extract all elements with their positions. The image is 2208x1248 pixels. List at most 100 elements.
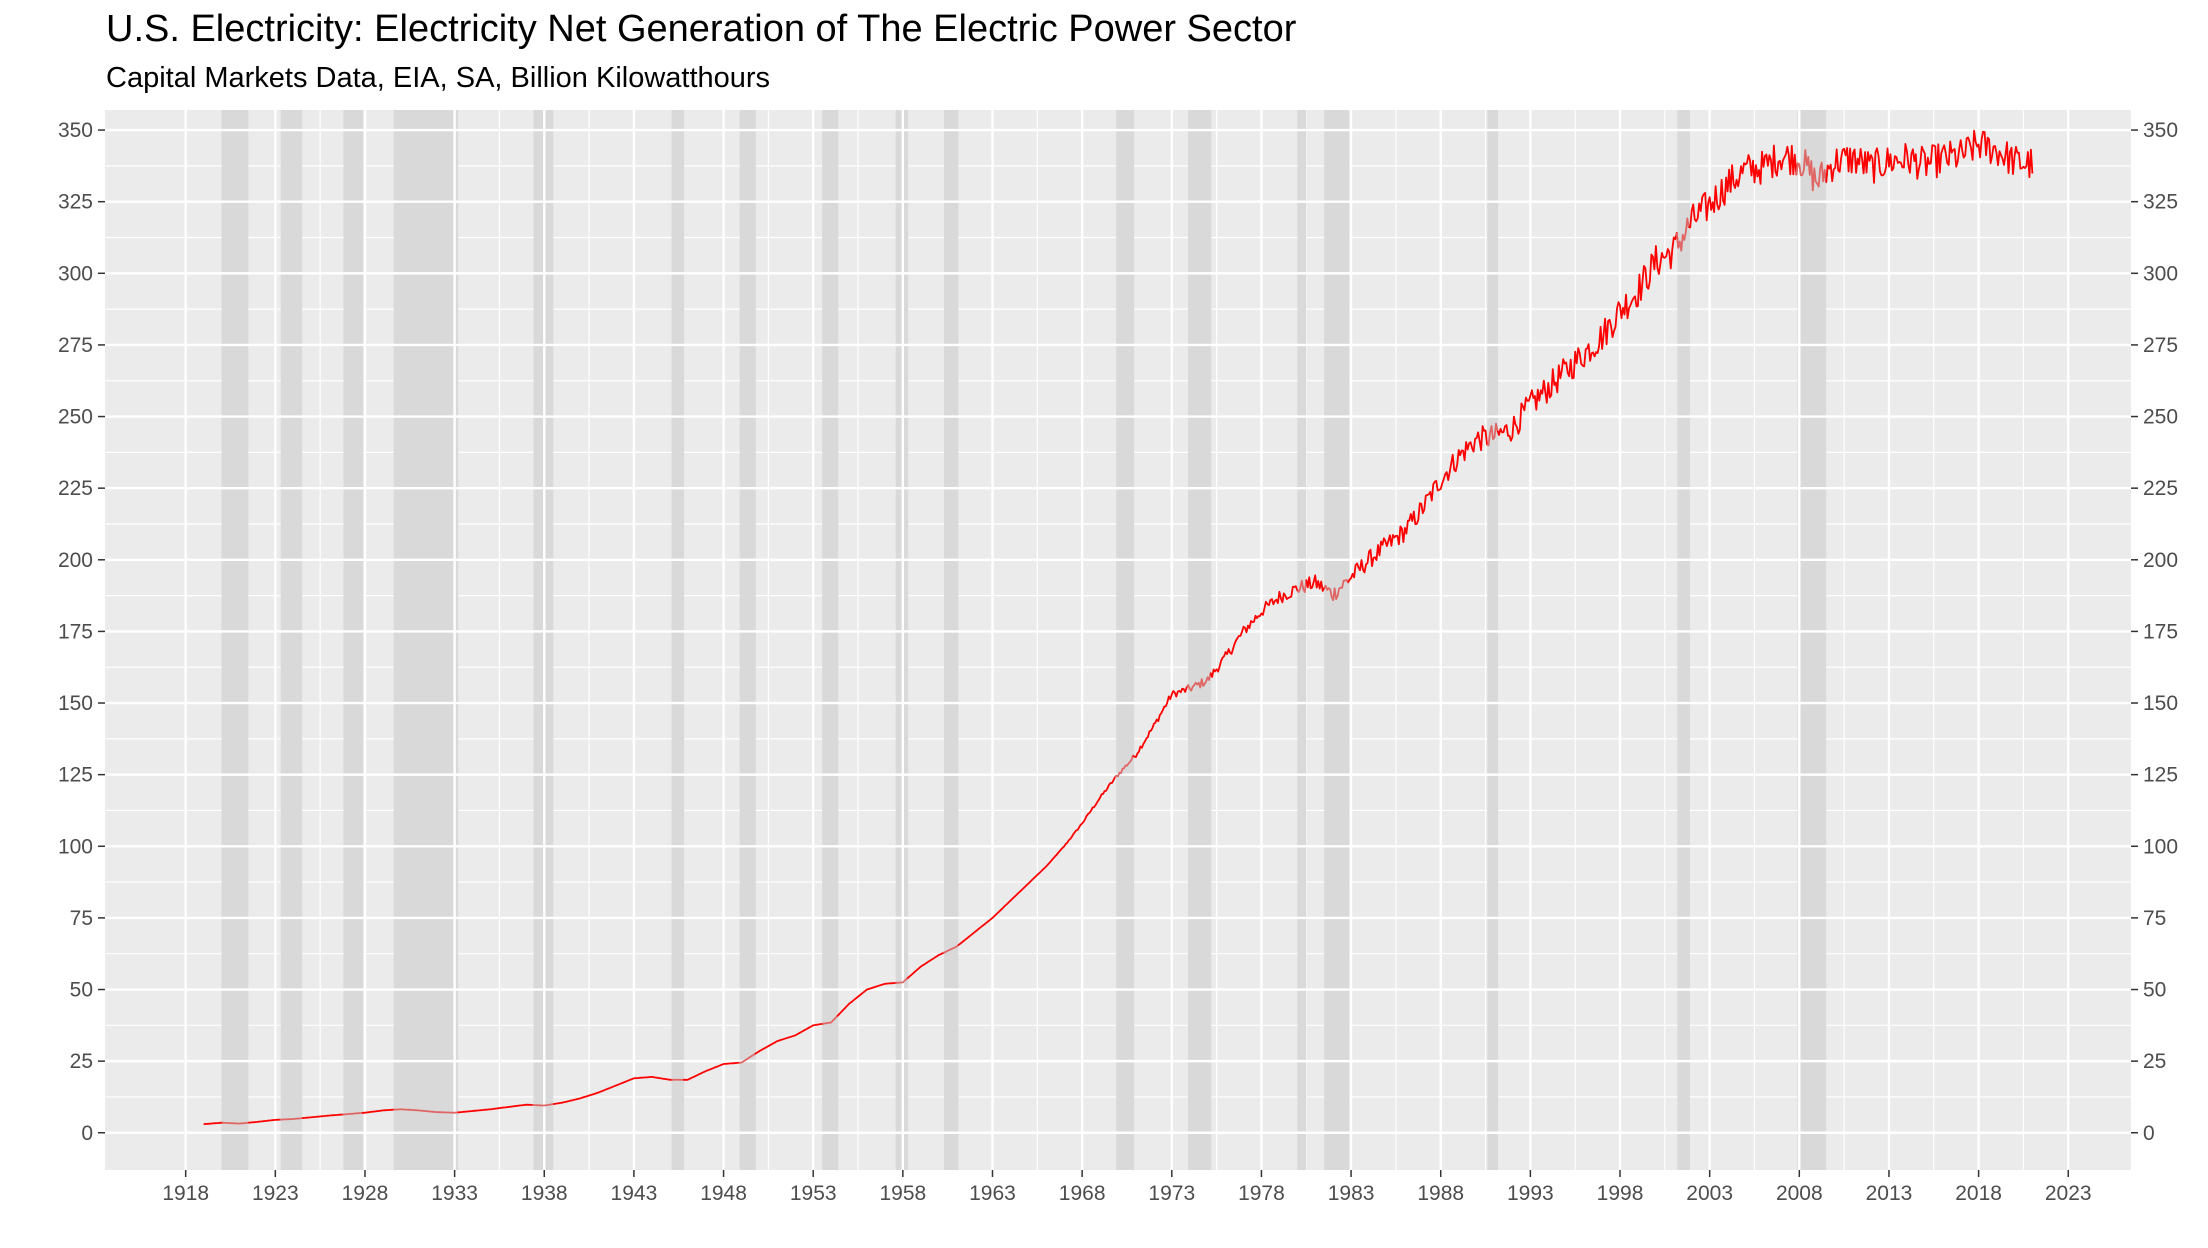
series-line [957, 775, 1118, 947]
recession-band [822, 110, 839, 1170]
series-line [1323, 579, 1351, 602]
series-line [1675, 217, 1691, 252]
x-tick-label: 1948 [700, 1182, 747, 1205]
series-line [1132, 684, 1189, 758]
y-tick-label-right: 350 [2143, 119, 2178, 142]
y-tick-label-left: 0 [81, 1122, 93, 1145]
y-tick-label-right: 250 [2143, 406, 2178, 429]
series-line [1825, 129, 2034, 184]
y-tick-label-right: 325 [2143, 191, 2178, 214]
x-tick-label: 2003 [1686, 1182, 1733, 1205]
x-tick-label: 1958 [879, 1182, 926, 1205]
recession-band [343, 110, 364, 1170]
series-line [1795, 149, 1829, 192]
x-tick-label: 1953 [790, 1182, 837, 1205]
chart-subtitle: Capital Markets Data, EIA, SA, Billion K… [106, 62, 771, 94]
series-line [221, 1121, 250, 1125]
x-tick-label: 1998 [1597, 1182, 1644, 1205]
series-line [906, 951, 946, 980]
x-tick-label: 1983 [1328, 1182, 1375, 1205]
series-line [553, 1076, 673, 1105]
x-tick-label: 2018 [1955, 1182, 2002, 1205]
series-line [1305, 574, 1327, 592]
series-line [532, 1103, 555, 1107]
series-line [942, 943, 961, 954]
y-tick-label-right: 125 [2143, 764, 2178, 787]
x-tick-label: 1963 [969, 1182, 1016, 1205]
y-tick-label-left: 50 [70, 979, 93, 1002]
series-line [1688, 144, 1799, 229]
y-tick-label-left: 325 [58, 191, 93, 214]
y-tick-label-left: 150 [58, 692, 93, 715]
axes: 0 0 25 25 50 50 75 75 100 100 125 125 150 150 175 175 20… [58, 119, 2178, 1205]
series-line [1185, 672, 1213, 692]
series-line [248, 1118, 282, 1124]
y-tick-label-left: 75 [70, 907, 93, 930]
y-tick-label-right: 50 [2143, 979, 2166, 1002]
series-line [457, 1103, 534, 1114]
recession-band [1677, 110, 1690, 1170]
y-tick-label-right: 300 [2143, 262, 2178, 285]
recession-band [221, 110, 249, 1170]
series-line [895, 976, 910, 984]
x-tick-label: 2023 [2045, 1182, 2092, 1205]
series-line [1209, 585, 1300, 678]
x-tick-label: 1978 [1238, 1182, 1285, 1205]
series-line [1486, 422, 1500, 447]
recession-band [1797, 110, 1827, 1170]
y-tick-label-left: 300 [58, 262, 93, 285]
chart-title: U.S. Electricity: Electricity Net Genera… [106, 8, 1297, 50]
x-tick-label: 2008 [1776, 1182, 1823, 1205]
recession-band [671, 110, 685, 1170]
y-tick-label-left: 125 [58, 764, 93, 787]
y-tick-label-left: 200 [58, 549, 93, 572]
x-tick-label: 1928 [342, 1182, 389, 1205]
x-tick-label: 1973 [1148, 1182, 1195, 1205]
series-line [361, 1108, 395, 1114]
series-line [393, 1108, 460, 1114]
x-tick-label: 1923 [252, 1182, 299, 1205]
series-line [1347, 425, 1489, 583]
x-tick-label: 1933 [431, 1182, 478, 1205]
y-tick-label-left: 250 [58, 406, 93, 429]
y-tick-label-right: 0 [2143, 1122, 2155, 1145]
y-tick-label-left: 225 [58, 477, 93, 500]
recession-band [739, 110, 756, 1170]
recession-band [1487, 110, 1499, 1170]
x-tick-label: 1943 [611, 1182, 658, 1205]
y-tick-label-left: 350 [58, 119, 93, 142]
series-line [279, 1117, 304, 1121]
y-tick-label-right: 25 [2143, 1050, 2166, 1073]
y-tick-label-right: 75 [2143, 907, 2166, 930]
x-tick-label: 1938 [521, 1182, 568, 1205]
major-gridlines [105, 110, 2131, 1170]
recession-band [1297, 110, 1307, 1170]
x-tick-label: 2013 [1866, 1182, 1913, 1205]
series-line [302, 1113, 345, 1119]
y-tick-label-right: 150 [2143, 692, 2178, 715]
series-line [822, 1014, 840, 1025]
x-tick-label: 1988 [1417, 1182, 1464, 1205]
y-tick-label-right: 275 [2143, 334, 2178, 357]
recession-band [1187, 110, 1212, 1170]
y-tick-label-left: 175 [58, 620, 93, 643]
y-tick-label-left: 100 [58, 835, 93, 858]
recession-band [944, 110, 959, 1170]
series-line [683, 1061, 741, 1081]
series-layer [203, 129, 2034, 1126]
series-line [1496, 232, 1680, 442]
x-tick-label: 1993 [1507, 1182, 1554, 1205]
y-tick-label-left: 25 [70, 1050, 93, 1073]
y-tick-label-left: 275 [58, 334, 93, 357]
series-line [754, 1022, 824, 1055]
series-line [342, 1111, 364, 1116]
y-tick-label-right: 200 [2143, 549, 2178, 572]
x-tick-label: 1918 [162, 1182, 209, 1205]
recession-band [280, 110, 303, 1170]
y-tick-label-right: 225 [2143, 477, 2178, 500]
y-tick-label-right: 175 [2143, 620, 2178, 643]
recession-band [1116, 110, 1135, 1170]
recession-band [393, 110, 459, 1170]
series-line [203, 1121, 224, 1126]
